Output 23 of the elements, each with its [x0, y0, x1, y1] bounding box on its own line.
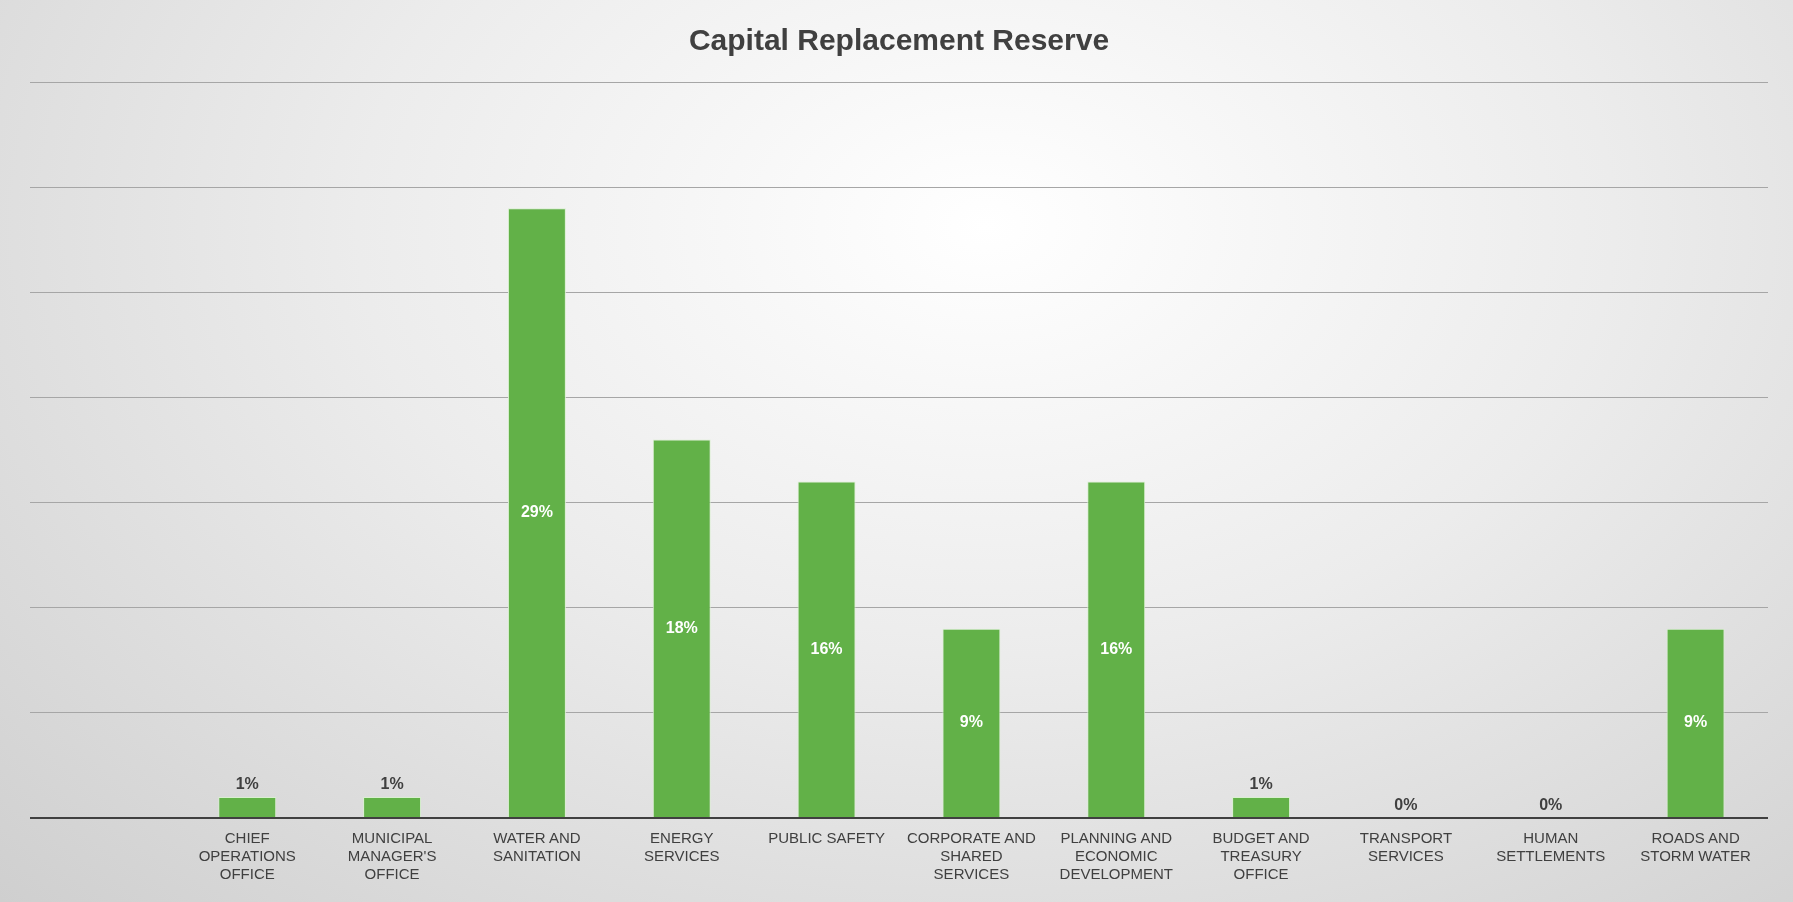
data-label: 16% — [1100, 639, 1133, 657]
data-label: 18% — [665, 618, 698, 636]
x-tick-label: BUDGET AND TREASURY OFFICE — [1212, 829, 1310, 883]
data-label: 1% — [1249, 775, 1273, 793]
data-label: 16% — [810, 639, 843, 657]
x-tick-label: TRANSPORT SERVICES — [1359, 829, 1453, 865]
data-label: 9% — [959, 713, 983, 731]
data-label: 1% — [235, 775, 259, 793]
x-tick-label: CHIEF OPERATIONS OFFICE — [198, 829, 296, 883]
x-tick-label: ROADS AND STORM WATER — [1640, 829, 1752, 865]
data-label: 0% — [1539, 796, 1563, 814]
x-tick-label: CORPORATE AND SHARED SERVICES — [906, 829, 1037, 883]
data-label: 0% — [1394, 796, 1418, 814]
x-tick-label: MUNICIPAL MANAGER'S OFFICE — [347, 829, 437, 883]
x-tick-label: WATER AND SANITATION — [493, 829, 581, 865]
x-tick-label: HUMAN SETTLEMENTS — [1496, 829, 1606, 865]
data-label: 9% — [1684, 713, 1708, 731]
data-label: 29% — [520, 502, 553, 520]
chart-title: Capital Replacement Reserve — [688, 23, 1110, 57]
data-label: 1% — [380, 775, 404, 793]
x-tick-label: ENERGY SERVICES — [643, 829, 720, 865]
x-tick-label: PUBLIC SAFETY — [768, 829, 885, 847]
x-tick-label: PLANNING AND ECONOMIC DEVELOPMENT — [1059, 829, 1173, 883]
